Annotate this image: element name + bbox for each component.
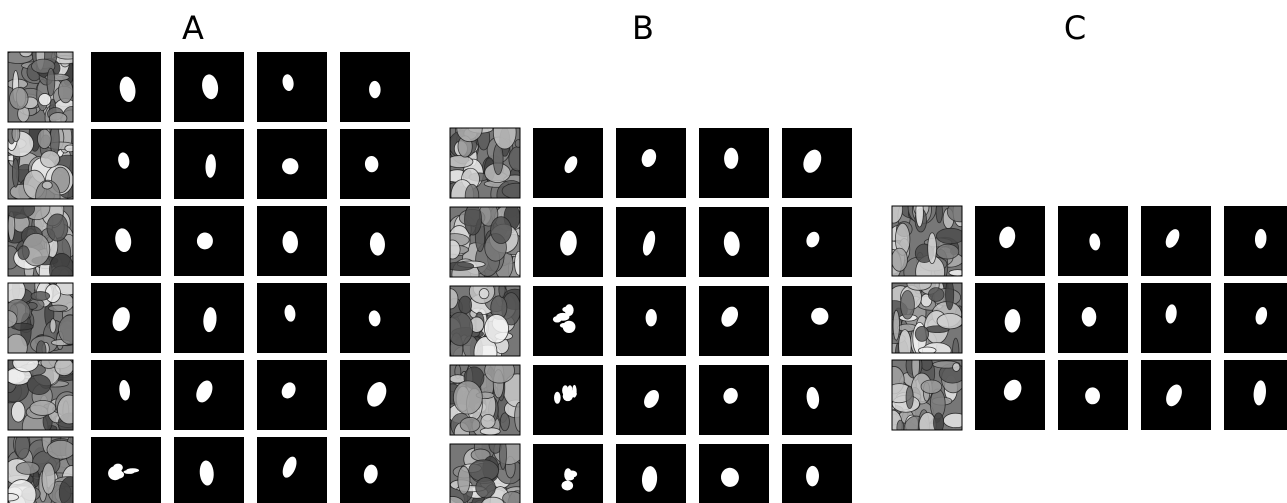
scan-thumbnail — [440, 197, 526, 289]
scan-thumbnail — [439, 276, 528, 369]
mask-blob — [564, 468, 572, 480]
mask-blob — [563, 321, 576, 333]
scan-thumbnail — [879, 190, 972, 288]
mask-tile — [1224, 283, 1287, 353]
figure: A B C — [0, 0, 1287, 503]
mask-blob — [112, 467, 118, 474]
mask-blob — [554, 392, 561, 404]
scan-thumbnail — [883, 349, 967, 443]
panel-label: C — [1064, 9, 1086, 47]
mask-blob — [562, 481, 574, 491]
scan-thumbnail — [1, 423, 83, 503]
scan-thumbnail — [440, 358, 531, 444]
scan-thumbnail — [438, 116, 532, 212]
mask-blob — [572, 385, 576, 398]
mask-tile — [91, 437, 161, 503]
scan-thumbnail — [0, 347, 84, 443]
mask-blob — [124, 470, 135, 474]
mask-blob — [565, 304, 574, 316]
panel-label: A — [182, 9, 204, 47]
mask-tile — [1141, 283, 1211, 353]
panel-label: B — [632, 9, 654, 47]
